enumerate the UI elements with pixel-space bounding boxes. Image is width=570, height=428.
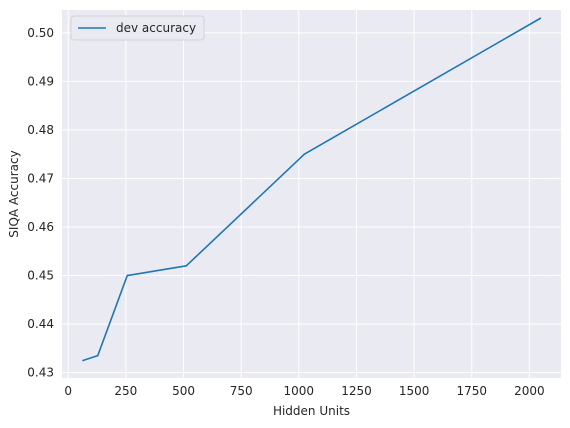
plot-area <box>62 10 561 378</box>
x-tick-label: 1000 <box>284 384 315 398</box>
legend-label: dev accuracy <box>116 21 196 35</box>
x-axis-label: Hidden Units <box>273 404 350 418</box>
y-axis-label: SIQA Accuracy <box>7 150 21 237</box>
x-tick-label: 1250 <box>341 384 372 398</box>
y-tick-label: 0.43 <box>27 366 54 380</box>
x-tick-label: 1750 <box>456 384 487 398</box>
x-tick-label: 500 <box>172 384 195 398</box>
data-point <box>97 355 99 357</box>
x-tick-label: 1500 <box>399 384 430 398</box>
y-axis-ticks: 0.43 0.44 0.45 0.46 0.47 0.48 0.49 0.50 <box>27 26 54 380</box>
y-tick-label: 0.44 <box>27 317 54 331</box>
y-tick-label: 0.45 <box>27 269 54 283</box>
data-point <box>540 17 542 19</box>
x-axis-ticks: 0 250 500 750 1000 1250 1500 1750 2000 <box>64 384 544 398</box>
y-tick-label: 0.49 <box>27 74 54 88</box>
data-point <box>82 360 84 362</box>
legend: dev accuracy <box>71 16 204 40</box>
x-tick-label: 2000 <box>514 384 545 398</box>
data-point <box>304 153 306 155</box>
data-point <box>126 275 128 277</box>
y-tick-label: 0.48 <box>27 123 54 137</box>
y-tick-label: 0.46 <box>27 220 54 234</box>
x-tick-label: 250 <box>114 384 137 398</box>
y-tick-label: 0.47 <box>27 171 54 185</box>
y-tick-label: 0.50 <box>27 26 54 40</box>
x-tick-label: 0 <box>64 384 72 398</box>
data-point <box>185 265 187 267</box>
x-tick-label: 750 <box>230 384 253 398</box>
